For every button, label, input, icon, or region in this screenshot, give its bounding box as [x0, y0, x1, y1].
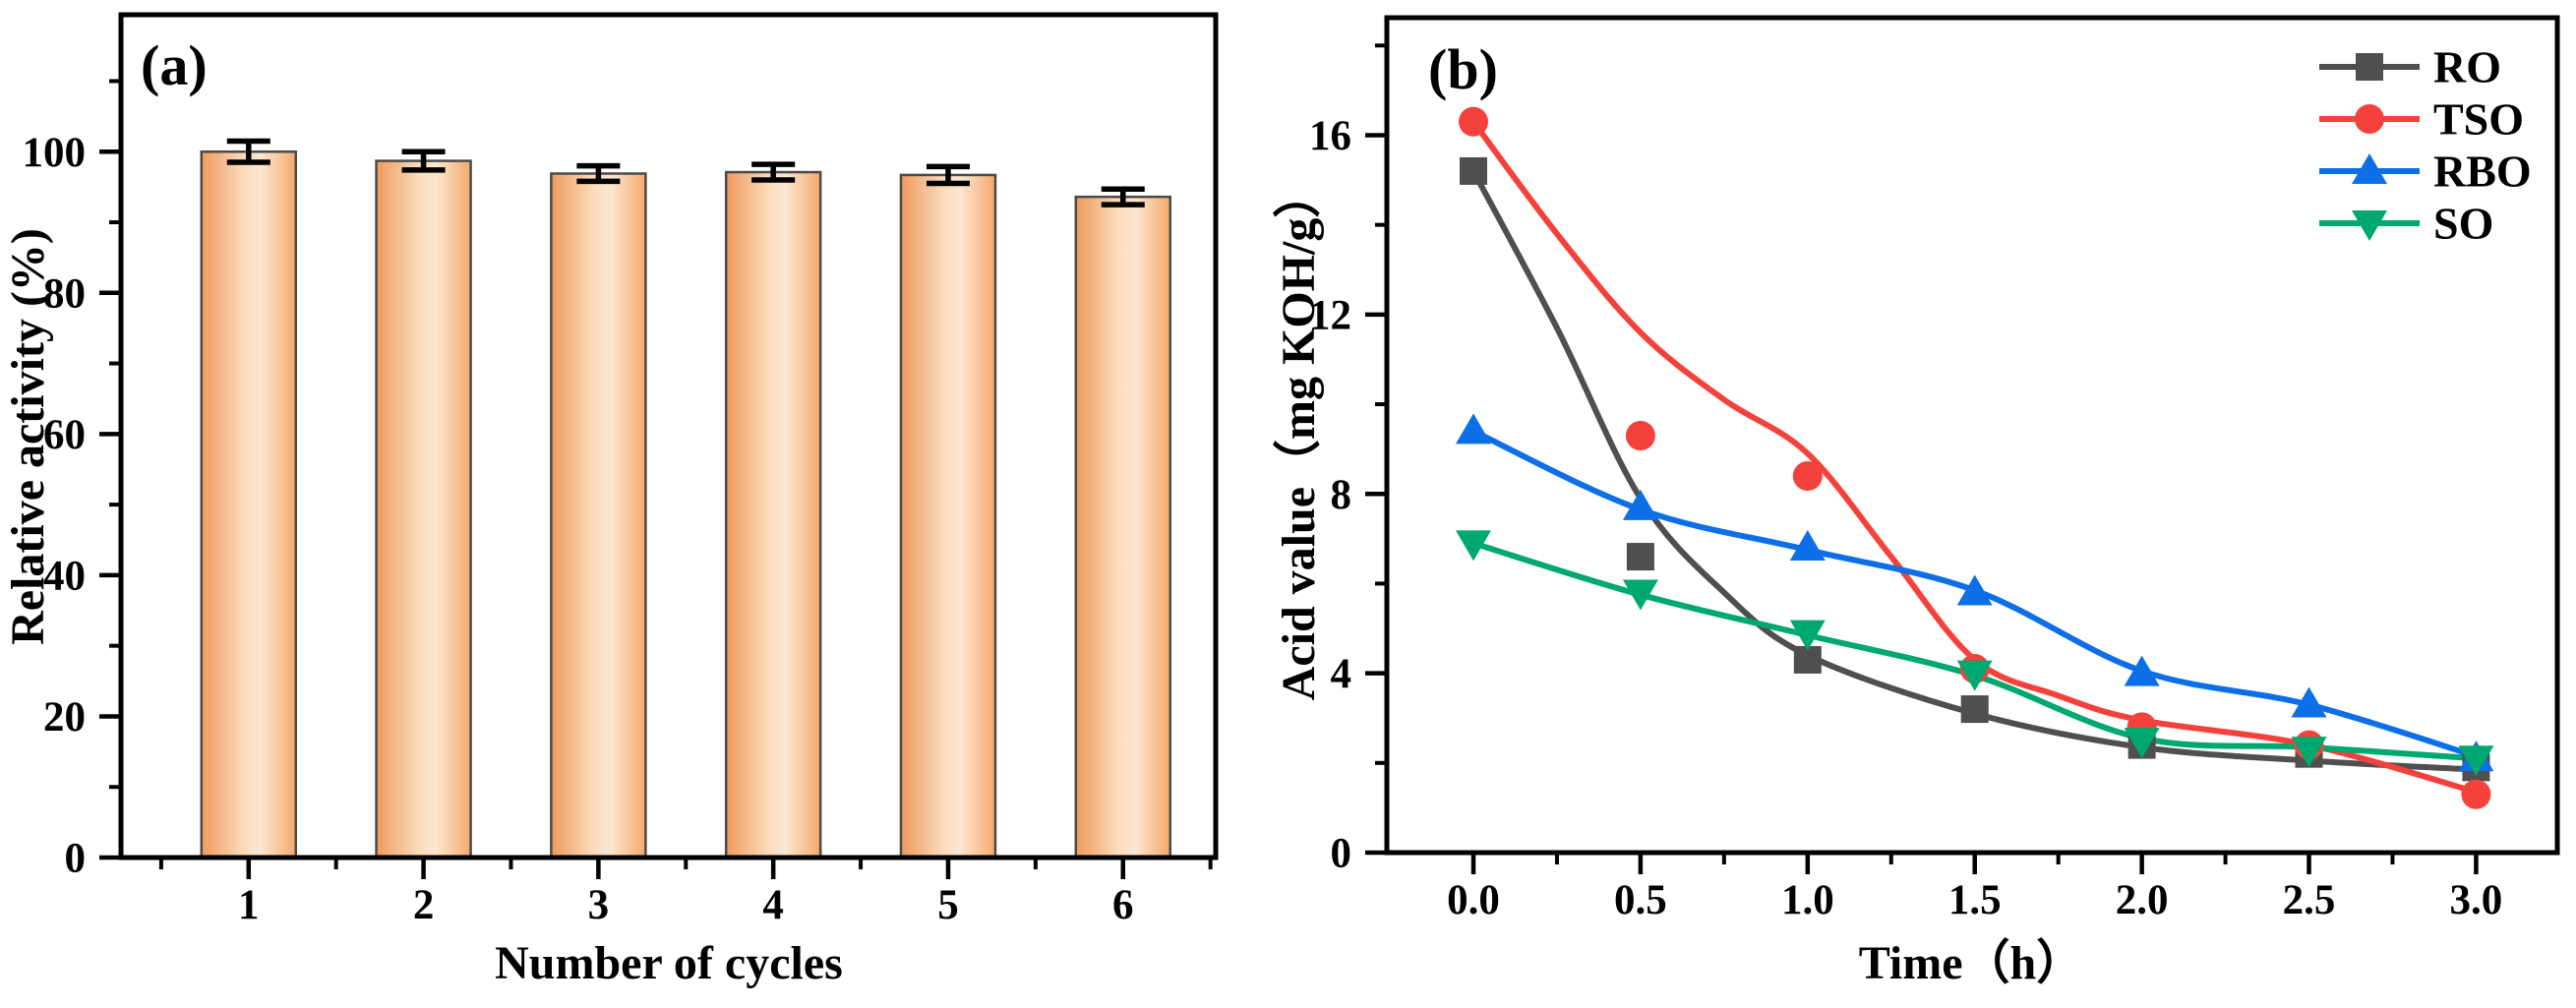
y-tick-label-12: 12 [1309, 292, 1351, 338]
x-tick-label-3.0: 3.0 [2450, 877, 2503, 923]
marker-SO-0.0 [1456, 530, 1492, 562]
marker-TSO-0.0 [1459, 106, 1489, 137]
x-tick-label-3: 3 [588, 882, 610, 928]
bar-cycle-3 [550, 172, 647, 860]
x-tick-label-2.5: 2.5 [2283, 877, 2336, 923]
marker-RO-0.0 [1460, 156, 1488, 185]
x-tick-label-2.0: 2.0 [2116, 877, 2169, 923]
legend-marker-RO [2356, 53, 2383, 81]
bar-cycle-1 [200, 149, 298, 860]
marker-TSO-3.0 [2461, 779, 2491, 809]
error-bar-cycle-5 [926, 163, 970, 187]
marker-RO-0.5 [1626, 543, 1654, 571]
y-tick-label-20: 20 [43, 694, 86, 741]
bar-cycle-4 [724, 170, 822, 860]
marker-RO-1.5 [1960, 695, 1989, 724]
legend-label-RBO: RBO [2433, 147, 2532, 197]
error-bar-cycle-2 [401, 148, 446, 173]
series-line-RO [1470, 167, 2480, 773]
error-bar-cycle-1 [226, 138, 270, 165]
x-tick-label-1.0: 1.0 [1781, 877, 1834, 923]
x-tick-label-6: 6 [1112, 882, 1134, 928]
marker-RBO-0.0 [1456, 413, 1492, 445]
x-tick-label-4: 4 [762, 882, 784, 928]
marker-TSO-1.0 [1792, 460, 1823, 491]
marker-TSO-0.5 [1625, 420, 1655, 450]
panel-a-label: (a) [141, 33, 208, 97]
bar-cycle-6 [1074, 195, 1172, 860]
marker-SO-3.0 [2458, 745, 2494, 777]
marker-SO-1.5 [1956, 660, 1993, 691]
x-tick-label-1: 1 [238, 882, 260, 928]
bar-cycle-2 [375, 159, 472, 860]
marker-RBO-2.0 [2124, 655, 2160, 686]
marker-SO-2.0 [2124, 728, 2160, 759]
marker-RBO-1.0 [1789, 529, 1826, 561]
marker-SO-1.0 [1789, 620, 1826, 651]
bar-cycle-5 [899, 173, 997, 860]
x-tick-label-0.5: 0.5 [1614, 877, 1667, 923]
x-tick-label-0.0: 0.0 [1447, 877, 1500, 923]
legend-label-RO: RO [2433, 42, 2501, 92]
marker-SO-0.5 [1622, 579, 1658, 611]
y-tick-label-40: 40 [43, 554, 86, 600]
marker-RBO-1.5 [1956, 574, 1993, 606]
series-line-TSO [1470, 118, 2480, 796]
error-bar-cycle-4 [751, 161, 796, 183]
y-tick-label-0: 0 [1331, 831, 1352, 877]
y-tick-label-80: 80 [43, 270, 86, 317]
marker-RO-1.0 [1793, 645, 1822, 674]
x-tick-label-1.5: 1.5 [1948, 877, 2002, 923]
marker-RBO-2.5 [2291, 686, 2327, 718]
marker-RBO-0.5 [1622, 489, 1658, 520]
legend-marker-SO [2352, 210, 2387, 241]
legend-marker-TSO [2355, 104, 2384, 134]
panel-b-x-axis-title: Time（h） [1859, 937, 2083, 989]
y-tick-label-100: 100 [23, 130, 87, 176]
panel-a-x-axis-title: Number of cycles [495, 937, 843, 989]
legend-label-SO: SO [2433, 199, 2493, 249]
x-tick-label-5: 5 [937, 882, 959, 928]
y-tick-label-0: 0 [65, 836, 87, 882]
y-tick-label-4: 4 [1331, 651, 1352, 697]
x-tick-label-2: 2 [413, 882, 435, 928]
y-tick-label-60: 60 [43, 412, 86, 458]
marker-SO-2.5 [2291, 737, 2327, 768]
panel-b-y-axis-title: Acid value（mg KOH/g） [1273, 171, 1325, 701]
y-tick-label-16: 16 [1309, 113, 1351, 159]
y-tick-label-8: 8 [1331, 472, 1352, 518]
legend-marker-RBO [2352, 153, 2387, 184]
error-bar-cycle-3 [576, 162, 621, 185]
panel-b-frame [1384, 15, 2560, 856]
error-bar-cycle-6 [1101, 186, 1145, 208]
panel-a-y-axis-title: Relative activity (%) [2, 228, 54, 645]
panel-b-label: (b) [1428, 37, 1498, 101]
panel-a: 0 20 40 60 80 100 1 2 3 4 5 6 [23, 12, 1219, 928]
legend-label-TSO: TSO [2433, 94, 2524, 145]
panel-b: 0 4 8 12 16 0.0 0.5 1.0 1.5 2.0 2.5 3.0 [1309, 15, 2560, 923]
